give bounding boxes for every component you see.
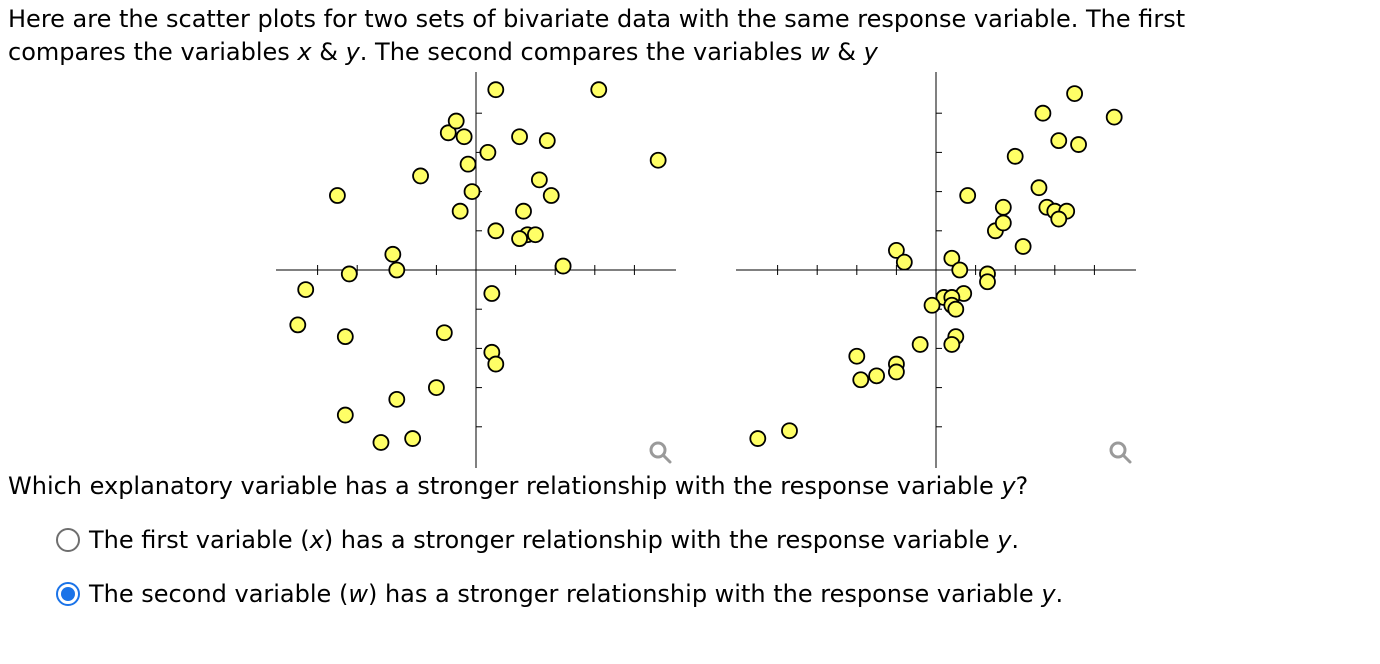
scatter-point [329,187,346,204]
scatter-point [412,167,429,185]
intro-line2-b: . The second compares the variables [359,38,810,66]
question-var: y [1001,472,1016,500]
option-second-label[interactable]: The second variable (w) has a stronger r… [89,580,1064,608]
scatter-point [979,273,996,291]
scatter-point [943,249,961,267]
magnifier-icon[interactable] [649,441,672,464]
scatter-point [388,261,406,279]
scatter-point [554,257,572,275]
option-first-variable[interactable]: The first variable (x) has a stronger re… [56,523,1019,557]
amp2: & [829,38,864,66]
scatter-point [895,253,913,271]
scatter-point [427,379,445,397]
option-second-variable[interactable]: The second variable (w) has a stronger r… [56,577,1063,611]
scatter-point [479,144,497,161]
scatter-point [868,367,886,385]
points [289,81,667,451]
scatter-point [959,187,977,204]
intro-line2-a: compares the variables [8,38,298,66]
scatter-point [852,371,870,389]
intro-text: Here are the scatter plots for two sets … [8,3,1368,69]
var-w: w [809,38,830,66]
scatter-point [649,151,667,169]
scatter-point [526,226,544,244]
scatter-point [887,363,905,381]
scatter-point [487,222,505,240]
scatter-point [455,128,473,146]
scatter-point [749,430,767,447]
amp1: & [311,38,346,66]
scatter-point [590,81,608,99]
scatter-point [289,316,307,334]
scatter-point [1030,179,1048,197]
scatter-point [848,347,866,365]
radio-second-variable[interactable] [56,582,80,606]
scatter-point [336,406,354,424]
scatter-point [1014,238,1032,255]
scatter-point [530,171,548,189]
scatter-point [1066,85,1084,103]
scatter-point [487,81,505,99]
scatter-point [1050,132,1068,150]
scatter-point [459,155,477,173]
scatter-point [911,336,929,353]
scatter-point [487,355,505,373]
scatter-point [336,328,354,346]
intro-line1: Here are the scatter plots for two sets … [8,5,1186,33]
question-text: Which explanatory variable has a stronge… [8,470,1028,503]
question-end: ? [1015,472,1029,500]
scatter-point [439,124,457,142]
scatter-point [297,281,315,299]
scatter-point [943,336,961,353]
scatter-point [542,187,560,204]
scatter-plot-x-y [276,72,676,468]
scatter-point [994,198,1012,216]
scatter-point [340,265,358,283]
points [749,85,1123,447]
scatter-point [447,112,465,130]
scatter-point [483,285,501,302]
scatter-point [515,202,532,220]
scatter-point [404,430,422,447]
magnifier-icon[interactable] [1109,441,1132,464]
scatter-point [923,296,941,314]
scatter-point [1006,147,1024,165]
var-y1: y [345,38,360,66]
axes [276,72,676,468]
scatter-point [947,300,965,318]
scatter-point [781,422,798,440]
scatter-point [511,230,528,248]
question-body: Which explanatory variable has a stronge… [8,472,1002,500]
option-first-label[interactable]: The first variable (x) has a stronger re… [89,526,1020,554]
scatter-point [384,245,402,263]
scatter-point [511,128,528,146]
scatter-point [887,241,905,259]
scatter-point [463,183,481,200]
radio-first-variable[interactable] [56,528,80,552]
var-x: x [297,38,312,66]
scatter-point [435,324,453,342]
scatter-point [1105,108,1123,126]
scatter-point [538,132,556,150]
axes [736,72,1136,468]
scatter-point [951,261,969,279]
scatter-point [1034,104,1052,122]
scatter-point [1050,210,1068,228]
scatter-point [1070,136,1087,153]
scatter-plot-w-y [736,72,1136,468]
scatter-point [994,214,1012,232]
var-y2: y [863,38,878,66]
scatter-point [451,202,469,220]
scatter-point [372,434,390,451]
scatter-point [388,390,406,408]
